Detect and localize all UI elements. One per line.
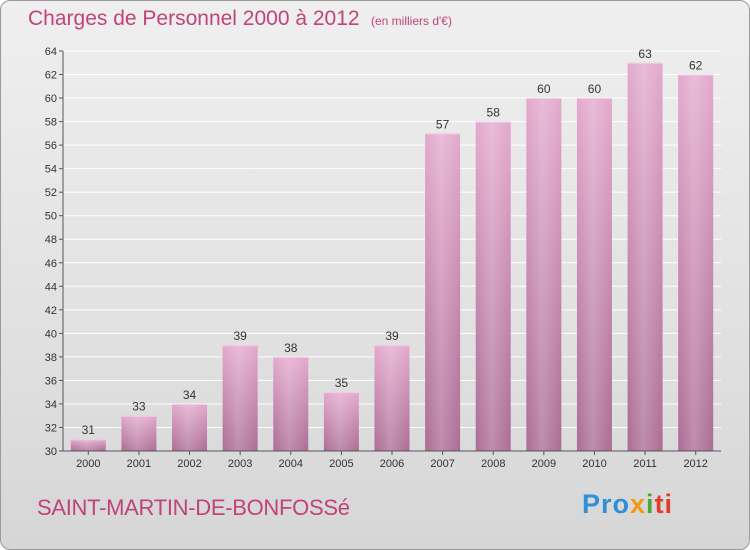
x-tick-label: 2008 [481,458,505,470]
y-tick-label: 32 [45,422,57,434]
y-tick-label: 38 [45,352,57,364]
y-tick-label: 50 [45,211,57,223]
data-label: 34 [183,388,197,402]
bar-highlight [425,133,461,451]
bar-highlight [172,403,208,451]
x-tick-label: 2002 [177,458,201,470]
chart-unit-note: (en milliers d'€) [371,14,452,28]
brand-logo-part: x [630,489,647,519]
x-tick-label: 2007 [430,458,454,470]
y-tick-label: 54 [45,164,57,176]
chart-title: Charges de Personnel 2000 à 2012 [28,7,360,30]
axes [59,50,721,455]
y-tick-label: 62 [45,70,57,82]
bar-highlight [627,62,663,451]
bar-highlight [121,415,157,451]
data-label: 35 [335,376,349,390]
data-labels: 31 33 34 39 38 35 39 57 58 60 60 63 62 [82,47,703,437]
x-tick-label: 2001 [127,458,151,470]
data-label: 58 [487,106,501,120]
brand-logo-part: ti [654,489,674,519]
x-tick-label: 2005 [329,458,353,470]
data-label: 31 [82,423,96,437]
y-tick-label: 34 [45,399,57,411]
x-tick-label: 2004 [279,458,303,470]
y-tick-label: 36 [45,375,57,387]
y-tick-label: 60 [45,93,57,105]
y-tick-label: 56 [45,140,57,152]
x-tick-label: 2011 [633,458,657,470]
y-tick-label: 52 [45,187,57,199]
x-tick-label: 2003 [228,458,252,470]
data-label: 60 [588,82,602,96]
y-tick-label: 42 [45,305,57,317]
y-tick-label: 46 [45,258,57,270]
x-tick-label: 2009 [532,458,556,470]
x-tick-labels: 2000 2001 2002 2003 2004 2005 2006 2007 2008 2009… [76,458,708,470]
x-tick-label: 2006 [380,458,404,470]
data-label: 39 [385,329,399,343]
data-label: 57 [436,117,450,131]
y-tick-labels: 30 32 34 36 38 40 42 44 46 48 50 52 54 56 58 60 62 64 [45,46,57,458]
x-tick-label: 2000 [76,458,100,470]
data-label: 62 [689,59,703,73]
bar-highlight [222,345,258,451]
bar-highlight [323,392,359,451]
bars [70,62,714,452]
data-label: 60 [537,82,551,96]
y-tick-label: 64 [45,46,57,58]
bar-highlight [273,356,309,451]
bar-highlight [526,98,562,451]
y-tick-label: 44 [45,281,57,293]
bar-highlight [374,345,410,451]
y-tick-label: 40 [45,328,57,340]
data-label: 39 [233,329,247,343]
brand-logo: Proxiti [582,489,673,520]
x-tick-label: 2012 [683,458,707,470]
data-label: 38 [284,341,298,355]
bar-highlight [576,98,612,451]
place-name: SAINT-MARTIN-DE-BONFOSSé [37,495,350,520]
y-tick-label: 58 [45,117,57,129]
x-tick-label: 2010 [582,458,606,470]
bar-highlight [678,74,714,451]
brand-logo-part: Pro [582,489,631,519]
brand-logo-part: i [646,489,655,519]
data-label: 33 [132,400,146,414]
bar-highlight [70,439,106,451]
y-tick-label: 48 [45,234,57,246]
data-label: 63 [638,47,652,61]
bar-highlight [475,121,511,452]
y-tick-label: 30 [45,446,57,458]
